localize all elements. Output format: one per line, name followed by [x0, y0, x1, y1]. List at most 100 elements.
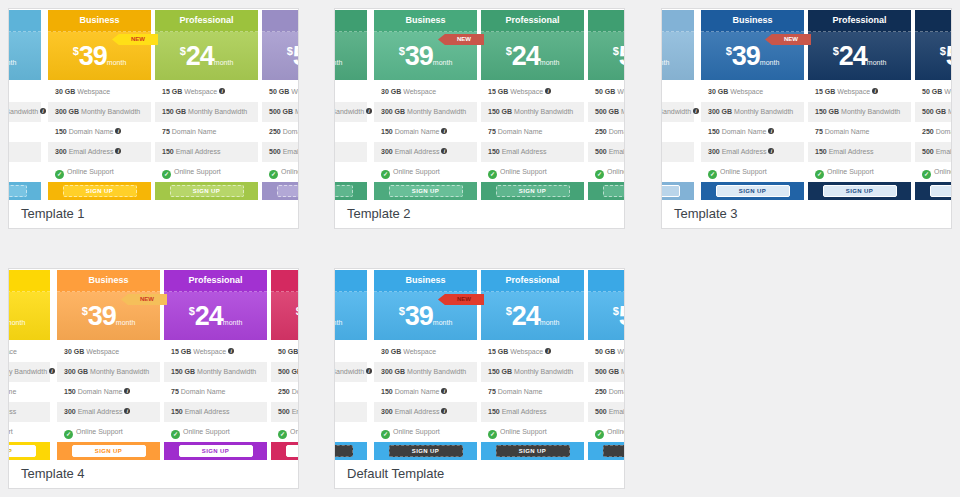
price-amount: 39	[732, 41, 760, 71]
info-icon: i	[768, 148, 774, 154]
feature-row: ✓Online Support	[9, 422, 50, 442]
template-name-label: Template 1	[9, 200, 298, 228]
feature-row: 150 Email Address	[808, 142, 911, 162]
info-icon: i	[441, 408, 447, 414]
signup-button[interactable]: SIGN UP	[603, 445, 625, 457]
feature-rows: 30 GB Webspace 300 GB Monthly Bandwidth …	[374, 82, 477, 182]
feature-row: 150 GB Monthly Bandwidth	[155, 102, 258, 122]
signup-button[interactable]: SIGN UP	[179, 445, 253, 457]
signup-button[interactable]: SIGN UP	[603, 185, 625, 197]
feature-row: ✓Online Support	[262, 162, 298, 182]
template-card-t1[interactable]: $99month 1000 GB Webspace 10000 GB Month…	[8, 8, 299, 229]
feature-row: 15 GB Webspacei	[481, 342, 584, 362]
signup-button[interactable]: SIGN UP	[286, 445, 299, 457]
feature-row: 15 GB Webspacei	[164, 342, 267, 362]
signup-button[interactable]: SIGN UP	[335, 185, 353, 197]
plan-price: $99month	[662, 32, 694, 80]
signup-button[interactable]: SIGN UP	[9, 445, 36, 457]
template-card-t2[interactable]: $99month 1000 GB Webspace 10000 GB Month…	[334, 8, 625, 229]
signup-button[interactable]: SIGN UP	[335, 445, 353, 457]
signup-button[interactable]: SIGN UP	[496, 185, 570, 197]
feature-row: 10000 GB Monthly Bandwidthi	[335, 102, 367, 122]
plan-footer: SIGN UP	[701, 182, 804, 200]
feature-rows: 30 GB Webspace 300 GB Monthly Bandwidth …	[374, 342, 477, 442]
check-icon: ✓	[922, 170, 931, 179]
signup-button[interactable]: SIGN UP	[389, 445, 463, 457]
feature-row: 15 GB Webspacei	[155, 82, 258, 102]
price-period: month	[214, 59, 233, 66]
feature-rows: 1000 GB Webspace 10000 GB Monthly Bandwi…	[335, 82, 367, 182]
feature-row: 300 GB Monthly Bandwidth	[57, 362, 160, 382]
signup-button[interactable]: SIGN UP	[662, 185, 680, 197]
info-icon: i	[441, 148, 447, 154]
check-icon: ✓	[278, 430, 287, 439]
price-period: month	[760, 59, 779, 66]
feature-rows: 30 GB Webspace 300 GB Monthly Bandwidth …	[48, 82, 151, 182]
signup-button[interactable]: SIGN UP	[9, 185, 27, 197]
price-period: month	[335, 59, 342, 66]
template-card-t4[interactable]: $99month 1000 GB Webspace 10000 GB Month…	[8, 268, 299, 489]
feature-row: 150 GB Monthly Bandwidth	[808, 102, 911, 122]
template-card-t5[interactable]: $99month 1000 GB Webspace 10000 GB Month…	[334, 268, 625, 489]
feature-row: 500 Email Address	[915, 142, 951, 162]
plan-title	[262, 10, 298, 32]
price-period: month	[433, 319, 452, 326]
pricing-column-partial-right: $59month 50 GB Webspace 500 GB Monthly B…	[915, 10, 951, 200]
feature-rows: 15 GB Webspacei 150 GB Monthly Bandwidth…	[164, 342, 267, 442]
template-thumbnail: $99month 1000 GB Webspace 10000 GB Month…	[335, 269, 624, 460]
pricing-column-professional: Professional $24month 15 GB Webspacei 15…	[164, 270, 267, 460]
feature-row: ✓Online Support	[48, 162, 151, 182]
info-icon: i	[366, 108, 372, 114]
plan-title: Business	[57, 270, 160, 292]
feature-row: 15 GB Webspacei	[808, 82, 911, 102]
feature-row: 500 Email Address	[262, 142, 298, 162]
feature-row: 30 GB Webspace	[701, 82, 804, 102]
info-icon: i	[768, 128, 774, 134]
feature-row: 250 Domain Name	[915, 122, 951, 142]
feature-row: 150 Email Address	[481, 402, 584, 422]
pricing-table-preview: $99month 1000 GB Webspace 10000 GB Month…	[9, 270, 298, 460]
feature-row: 50 GB Webspace	[588, 82, 624, 102]
feature-rows: 15 GB Webspacei 150 GB Monthly Bandwidth…	[155, 82, 258, 182]
signup-button[interactable]: SIGN UP	[930, 185, 952, 197]
template-card-t3[interactable]: $99month 1000 GB Webspace 10000 GB Month…	[661, 8, 952, 229]
feature-row: 150 GB Monthly Bandwidth	[164, 362, 267, 382]
pricing-column-business: NEW Business $39month 30 GB Webspace 300…	[374, 10, 477, 200]
plan-price: $59month	[588, 292, 624, 340]
plan-price: $24month	[481, 32, 584, 80]
signup-button[interactable]: SIGN UP	[823, 185, 897, 197]
plan-footer: SIGN UP	[164, 442, 267, 460]
pricing-column-partial-left: $99month 1000 GB Webspace 10000 GB Month…	[9, 270, 50, 460]
price-amount: 59	[619, 41, 624, 71]
pricing-column-partial-right: $59month 50 GB Webspace 500 GB Monthly B…	[271, 270, 298, 460]
pricing-column-professional: Professional $24month 15 GB Webspacei 15…	[808, 10, 911, 200]
plan-price: $59month	[271, 292, 298, 340]
feature-row: 1000 GB Webspace	[662, 82, 694, 102]
pricing-column-professional: Professional $24month 15 GB Webspacei 15…	[481, 10, 584, 200]
feature-row: 50 GB Webspace	[271, 342, 298, 362]
feature-row: 50 GB Webspace	[588, 342, 624, 362]
feature-row: ✓Online Support	[271, 422, 298, 442]
signup-button[interactable]: SIGN UP	[496, 445, 570, 457]
feature-row: 300 GB Monthly Bandwidth	[701, 102, 804, 122]
signup-button[interactable]: SIGN UP	[170, 185, 244, 197]
signup-button[interactable]: SIGN UP	[716, 185, 790, 197]
signup-button[interactable]: SIGN UP	[389, 185, 463, 197]
feature-row: ✓Online Support	[57, 422, 160, 442]
currency-symbol: $	[296, 305, 298, 317]
signup-button[interactable]: SIGN UP	[72, 445, 146, 457]
price-amount: 24	[512, 41, 540, 71]
pricing-column-business: NEW Business $39month 30 GB Webspace 300…	[57, 270, 160, 460]
price-amount: 59	[946, 41, 951, 71]
feature-row: 1000 Domain Name	[9, 122, 41, 142]
pricing-column-business: NEW Business $39month 30 GB Webspace 300…	[48, 10, 151, 200]
check-icon: ✓	[595, 430, 604, 439]
feature-rows: 30 GB Webspace 300 GB Monthly Bandwidth …	[57, 342, 160, 442]
feature-row: 250 Domain Name	[271, 382, 298, 402]
feature-row: ✓Online Support	[701, 162, 804, 182]
price-period: month	[223, 319, 242, 326]
signup-button[interactable]: SIGN UP	[63, 185, 137, 197]
feature-row: 1000 Email Address	[9, 142, 41, 162]
feature-row: 250 Domain Name	[588, 122, 624, 142]
signup-button[interactable]: SIGN UP	[277, 185, 299, 197]
